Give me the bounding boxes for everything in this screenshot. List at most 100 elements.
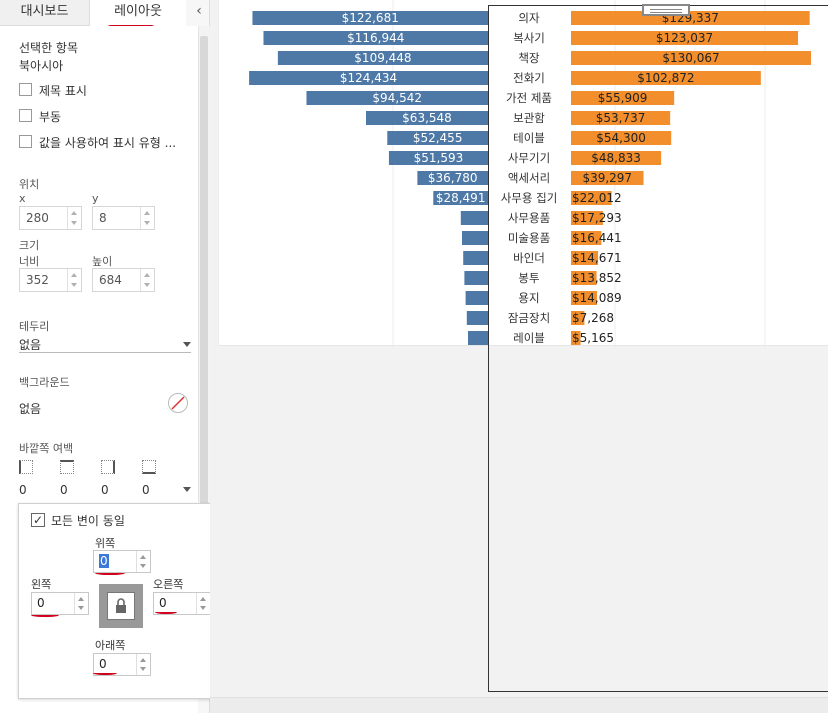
down-arrow-icon[interactable] bbox=[144, 221, 150, 225]
width-stepper[interactable]: 352 bbox=[19, 268, 82, 292]
up-arrow-icon[interactable] bbox=[78, 597, 84, 601]
collapse-panel-button[interactable]: ‹ bbox=[196, 3, 202, 19]
up-arrow-icon[interactable] bbox=[144, 211, 150, 215]
outer-padding-top-value: 0 bbox=[60, 483, 68, 497]
size-section-label: 크기 bbox=[19, 239, 40, 252]
left-padding-icon bbox=[19, 460, 33, 474]
right-padding-stepper[interactable]: 0 bbox=[153, 592, 211, 615]
right-bar-label-5: $53,737 bbox=[596, 111, 646, 125]
bottom-padding-icon bbox=[142, 460, 156, 474]
tab-layout[interactable]: 레이아웃 bbox=[90, 0, 186, 26]
left-padding-value[interactable]: 0 bbox=[37, 596, 45, 610]
height-stepper-buttons[interactable] bbox=[140, 269, 154, 291]
outer-padding-bottom-value: 0 bbox=[142, 483, 150, 497]
right-bar-9 bbox=[571, 191, 612, 205]
category-label-9: 사무용 집기 bbox=[501, 191, 558, 205]
right-bar-label-12: $14,671 bbox=[572, 251, 622, 265]
x-position-value: 280 bbox=[26, 211, 49, 225]
panel-scrollbar-thumb[interactable] bbox=[200, 36, 208, 506]
padding-dropdown-chevron-icon[interactable] bbox=[183, 487, 191, 492]
up-arrow-icon[interactable] bbox=[200, 597, 206, 601]
category-label-5: 보관함 bbox=[513, 111, 545, 125]
left-bar-label-8: $36,780 bbox=[428, 171, 478, 185]
right-padding-value[interactable]: 0 bbox=[159, 596, 167, 610]
padding-lock-toggle[interactable] bbox=[99, 584, 143, 628]
canvas-bottom-bar bbox=[210, 697, 828, 713]
width-value: 352 bbox=[26, 273, 49, 287]
top-stepper-buttons[interactable] bbox=[136, 551, 150, 572]
floating-label: 부동 bbox=[39, 110, 62, 124]
up-arrow-icon[interactable] bbox=[71, 211, 77, 215]
height-stepper[interactable]: 684 bbox=[92, 268, 155, 292]
border-dropdown-value[interactable]: 없음 bbox=[19, 338, 42, 352]
up-arrow-icon[interactable] bbox=[140, 658, 146, 662]
width-stepper-buttons[interactable] bbox=[67, 269, 81, 291]
right-bar-label-4: $55,909 bbox=[598, 91, 648, 105]
down-arrow-icon[interactable] bbox=[144, 283, 150, 287]
dashboard-canvas: $122,681 의자 $129,337 $116,944 복사기 $123,037 $10… bbox=[210, 0, 828, 713]
border-dropdown[interactable] bbox=[19, 352, 191, 353]
bottom-padding-value[interactable]: 0 bbox=[99, 657, 107, 671]
chevron-down-icon[interactable] bbox=[183, 342, 191, 347]
value-display-checkbox[interactable] bbox=[19, 135, 32, 148]
left-bar-1 bbox=[263, 31, 488, 45]
category-label-11: 미술용품 bbox=[508, 231, 550, 245]
category-label-10: 사무용품 bbox=[508, 211, 550, 225]
category-label-8: 액세서리 bbox=[508, 171, 550, 185]
left-bar-label-2: $109,448 bbox=[354, 51, 411, 65]
right-bar-label-14: $14,089 bbox=[572, 291, 622, 305]
x-position-stepper[interactable]: 280 bbox=[19, 206, 82, 230]
right-padding-label: 오른쪽 bbox=[153, 578, 184, 591]
left-padding-stepper[interactable]: 0 bbox=[31, 592, 89, 615]
left-stepper-buttons[interactable] bbox=[74, 593, 88, 614]
left-bar-16 bbox=[468, 331, 488, 345]
up-arrow-icon[interactable] bbox=[144, 273, 150, 277]
category-label-0: 의자 bbox=[518, 11, 540, 25]
down-arrow-icon[interactable] bbox=[78, 606, 84, 610]
right-bar-12 bbox=[571, 251, 599, 265]
top-padding-icon bbox=[60, 460, 74, 474]
left-bar-14 bbox=[465, 291, 488, 305]
down-arrow-icon[interactable] bbox=[200, 606, 206, 610]
right-bar-label-3: $102,872 bbox=[637, 71, 694, 85]
right-bar-label-11: $16,441 bbox=[572, 231, 622, 245]
category-label-2: 책장 bbox=[518, 51, 540, 65]
down-arrow-icon[interactable] bbox=[71, 283, 77, 287]
right-bar-11 bbox=[571, 231, 602, 245]
drag-handle-icon[interactable] bbox=[642, 4, 690, 16]
bottom-stepper-buttons[interactable] bbox=[136, 654, 150, 675]
left-bar-8 bbox=[417, 171, 488, 185]
category-label-6: 테이블 bbox=[513, 131, 545, 145]
floating-checkbox[interactable] bbox=[19, 109, 32, 122]
right-bar-14 bbox=[571, 291, 597, 305]
lock-icon[interactable] bbox=[107, 592, 135, 620]
down-arrow-icon[interactable] bbox=[140, 564, 146, 568]
down-arrow-icon[interactable] bbox=[71, 221, 77, 225]
red-underline-annotation bbox=[155, 609, 177, 614]
tab-dashboard[interactable]: 대시보드 bbox=[0, 0, 90, 26]
show-title-checkbox[interactable] bbox=[19, 83, 32, 96]
right-bar-0 bbox=[571, 11, 810, 25]
up-arrow-icon[interactable] bbox=[71, 273, 77, 277]
y-position-stepper[interactable]: 8 bbox=[92, 206, 155, 230]
height-value: 684 bbox=[99, 273, 122, 287]
left-bar-7 bbox=[388, 151, 488, 165]
top-padding-label: 위쪽 bbox=[95, 537, 116, 550]
down-arrow-icon[interactable] bbox=[140, 667, 146, 671]
padding-popup: ✓ 모든 변이 동일 위쪽 0 왼쪽 0 오른쪽 0 아래쪽 0 bbox=[18, 503, 225, 699]
same-all-sides-checkbox[interactable]: ✓ bbox=[31, 513, 45, 527]
left-bar-label-5: $63,548 bbox=[402, 111, 452, 125]
top-padding-stepper[interactable]: 0 bbox=[93, 550, 151, 573]
category-label-7: 사무기기 bbox=[508, 151, 550, 165]
left-bar-label-1: $116,944 bbox=[347, 31, 404, 45]
up-arrow-icon[interactable] bbox=[140, 555, 146, 559]
value-display-label: 값을 사용하여 표시 유형 ... bbox=[39, 136, 177, 150]
y-stepper-buttons[interactable] bbox=[140, 207, 154, 229]
x-stepper-buttons[interactable] bbox=[67, 207, 81, 229]
same-all-sides-label: 모든 변이 동일 bbox=[51, 514, 125, 528]
left-bar-0 bbox=[252, 11, 488, 25]
top-padding-value[interactable]: 0 bbox=[99, 554, 109, 568]
right-stepper-buttons[interactable] bbox=[196, 593, 210, 614]
no-color-swatch-icon[interactable] bbox=[167, 392, 189, 414]
show-title-label: 제목 표시 bbox=[39, 84, 87, 98]
